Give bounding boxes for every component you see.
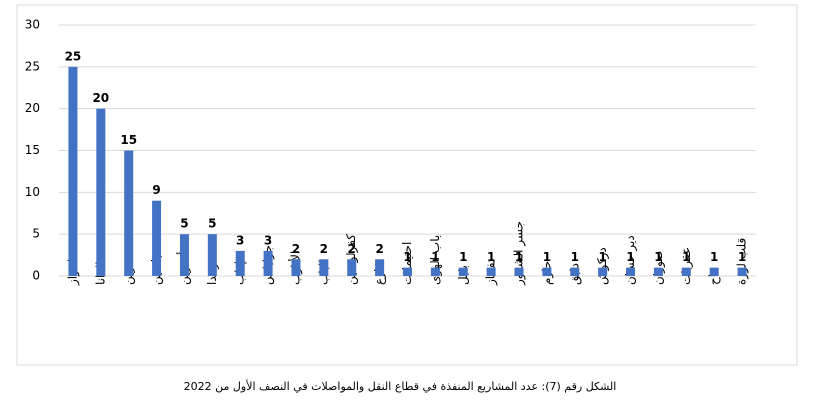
chart-frame: [16, 4, 798, 366]
bar: [207, 234, 217, 276]
bar: [486, 267, 496, 276]
y-tick-label: 15: [25, 143, 40, 157]
bar: [375, 259, 385, 276]
data-label: 5: [208, 217, 216, 231]
bar: [96, 108, 106, 277]
bar: [68, 66, 78, 276]
data-label: 3: [236, 233, 244, 247]
bar: [263, 250, 273, 276]
bar: [319, 259, 329, 276]
data-label: 1: [710, 250, 718, 264]
data-label: 1: [598, 250, 606, 264]
data-label: 1: [738, 250, 746, 264]
y-tick-label: 30: [25, 18, 40, 32]
data-label: 5: [180, 217, 188, 231]
data-label: 2: [375, 242, 383, 256]
bar: [403, 267, 412, 276]
bar: [653, 267, 663, 276]
bar: [626, 267, 636, 276]
bar: [152, 200, 162, 276]
data-label: 20: [92, 91, 109, 105]
bar: [124, 150, 134, 276]
data-label: 15: [120, 133, 137, 147]
bar: [235, 250, 245, 276]
bar: [737, 267, 747, 276]
data-label: 1: [626, 250, 634, 264]
bar: [709, 267, 719, 276]
y-tick-label: 10: [25, 185, 40, 199]
chart-caption: الشكل رقم (7): عدد المشاريع المنفذة في ق…: [184, 379, 617, 393]
data-label: 1: [654, 250, 662, 264]
bar: [514, 267, 524, 276]
y-tick-label: 0: [32, 269, 40, 283]
y-tick-label: 20: [25, 101, 40, 115]
data-label: 25: [65, 49, 82, 63]
bar: [347, 259, 357, 276]
data-label: 2: [348, 242, 356, 256]
data-label: 1: [459, 250, 467, 264]
bar: [291, 259, 301, 276]
data-label: 9: [152, 183, 160, 197]
y-tick-label: 25: [25, 59, 40, 73]
data-label: 1: [543, 250, 551, 264]
bar: [681, 267, 691, 276]
bar: [458, 267, 468, 276]
data-label: 2: [320, 242, 328, 256]
bar: [570, 267, 580, 276]
data-label: 1: [515, 250, 523, 264]
data-label: 1: [571, 250, 579, 264]
data-label: 1: [431, 250, 439, 264]
data-label: 1: [682, 250, 690, 264]
data-label: 2: [292, 242, 300, 256]
bar: [430, 267, 440, 276]
bar: [542, 267, 552, 276]
data-label: 1: [403, 250, 411, 264]
bar: [598, 267, 608, 276]
data-label: 1: [487, 250, 495, 264]
data-label: 3: [264, 233, 272, 247]
bar: [179, 234, 189, 276]
y-tick-label: 5: [32, 227, 40, 241]
